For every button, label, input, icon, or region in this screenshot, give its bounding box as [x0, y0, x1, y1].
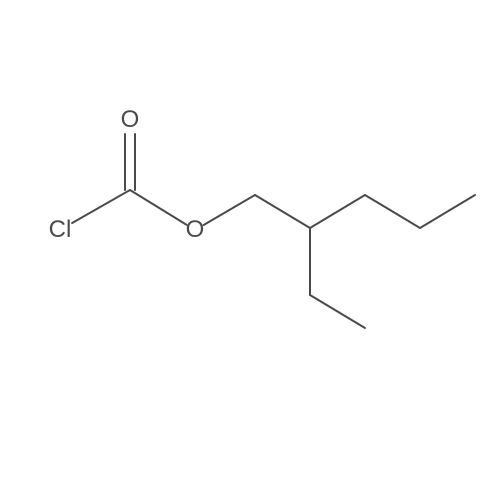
molecule-canvas — [0, 0, 500, 500]
atom-o1: O — [121, 106, 140, 134]
atom-cl: Cl — [49, 216, 72, 244]
atom-o2: O — [186, 216, 205, 244]
